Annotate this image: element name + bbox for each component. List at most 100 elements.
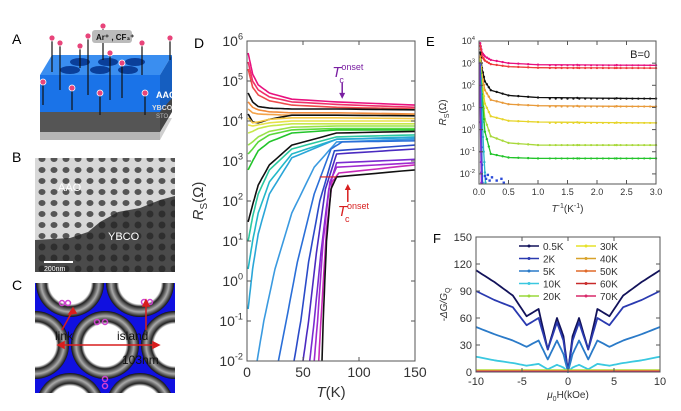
data-point xyxy=(554,64,557,67)
label-part: (K xyxy=(564,204,574,215)
data-point xyxy=(501,64,504,67)
x-tick-label: 2.0 xyxy=(591,187,604,197)
data-point xyxy=(625,157,628,160)
data-point xyxy=(554,143,557,147)
x-tick-label: -5 xyxy=(517,376,527,388)
data-point xyxy=(501,118,504,121)
legend-marker xyxy=(527,294,531,298)
label-part: 3 xyxy=(472,58,475,64)
data-point xyxy=(566,143,569,147)
data-point xyxy=(548,64,551,67)
data-point xyxy=(526,156,530,160)
data-point xyxy=(584,97,587,100)
label-part: 10 xyxy=(462,58,472,68)
sem-ybco-label: YBCO xyxy=(108,231,140,243)
legend-marker xyxy=(527,244,531,248)
data-point xyxy=(478,58,482,61)
data-point xyxy=(576,63,579,67)
label-part: -1 xyxy=(235,312,243,322)
panel-e-label: E xyxy=(426,34,435,49)
data-point xyxy=(576,121,579,124)
data-point xyxy=(554,105,557,108)
y-tick-label: 102 xyxy=(222,192,243,209)
label-part: 4 xyxy=(472,36,476,42)
data-point xyxy=(501,60,504,64)
data-point xyxy=(613,121,616,125)
ions-label: Ar⁺ , CF₃⁺ xyxy=(96,33,134,42)
label-part: -1 xyxy=(558,203,564,210)
ybco-layer-label: YBCO xyxy=(152,105,173,112)
label-part: 0 xyxy=(553,396,557,403)
data-point xyxy=(590,64,593,67)
data-point xyxy=(483,89,487,92)
data-point xyxy=(643,66,646,70)
x-tick-label: 0.0 xyxy=(473,187,486,197)
series-line xyxy=(475,290,661,373)
data-point xyxy=(560,97,563,100)
label-part: H(kOe) xyxy=(557,390,589,401)
x-tick-label: -10 xyxy=(468,376,484,388)
data-point xyxy=(601,121,605,125)
data-point xyxy=(601,157,605,160)
x-axis-label: T-1(K-1) xyxy=(552,203,584,215)
data-point xyxy=(637,157,640,160)
label-part: c xyxy=(339,75,344,85)
y-tick-label: 100 xyxy=(462,125,476,135)
tc-onset-annotation: Tonset c xyxy=(332,62,364,85)
data-point xyxy=(501,101,504,104)
data-point xyxy=(576,157,579,160)
legend-label: 60K xyxy=(600,280,618,291)
data-point xyxy=(590,105,593,108)
data-point xyxy=(649,121,652,125)
data-point xyxy=(576,104,579,108)
label-part: ) xyxy=(580,204,583,215)
label-part: 0 xyxy=(472,125,476,131)
data-point xyxy=(631,105,634,108)
data-point xyxy=(637,66,640,70)
data-point xyxy=(482,150,485,153)
data-point xyxy=(607,66,610,70)
series-line xyxy=(247,127,415,155)
x-tick-label: 0.5 xyxy=(502,187,515,197)
series-line xyxy=(247,92,416,111)
data-point xyxy=(613,143,616,147)
data-point xyxy=(495,137,498,140)
data-point xyxy=(601,64,605,67)
data-point xyxy=(619,121,622,125)
series-line xyxy=(247,120,415,127)
label-part: T xyxy=(332,64,343,81)
label-part: -1 xyxy=(574,203,580,210)
label-part: 10 xyxy=(222,33,238,49)
x-tick-label: 3.0 xyxy=(650,187,663,197)
data-point xyxy=(487,57,491,60)
data-point xyxy=(566,157,569,160)
legend-marker xyxy=(584,269,588,273)
y-tick-label: 105 xyxy=(222,72,243,89)
data-point xyxy=(478,41,482,45)
legend-marker xyxy=(527,257,531,260)
data-point xyxy=(536,143,540,147)
data-point xyxy=(478,51,482,54)
legend-marker xyxy=(584,257,588,260)
data-point xyxy=(487,145,491,148)
data-point xyxy=(590,157,593,160)
period-label: 103nm xyxy=(122,353,159,367)
label-part: onset xyxy=(341,62,364,72)
data-point xyxy=(517,62,520,65)
label-part: Q xyxy=(445,287,452,293)
scale-bar-label: 200nm xyxy=(44,266,66,273)
data-point xyxy=(607,105,610,108)
sto-front xyxy=(40,132,160,140)
data-point xyxy=(489,135,492,138)
label-part: 10 xyxy=(462,103,472,113)
panel-d-label: D xyxy=(194,35,204,51)
label-part: (Ω) xyxy=(438,99,449,113)
data-point xyxy=(479,171,483,174)
panel-b-label: B xyxy=(12,149,21,165)
x-tick-label: 150 xyxy=(403,364,427,380)
noise-point xyxy=(502,181,505,184)
data-point xyxy=(572,97,575,100)
data-point xyxy=(572,157,575,160)
label-part: 2 xyxy=(238,192,243,202)
data-point xyxy=(643,105,646,108)
